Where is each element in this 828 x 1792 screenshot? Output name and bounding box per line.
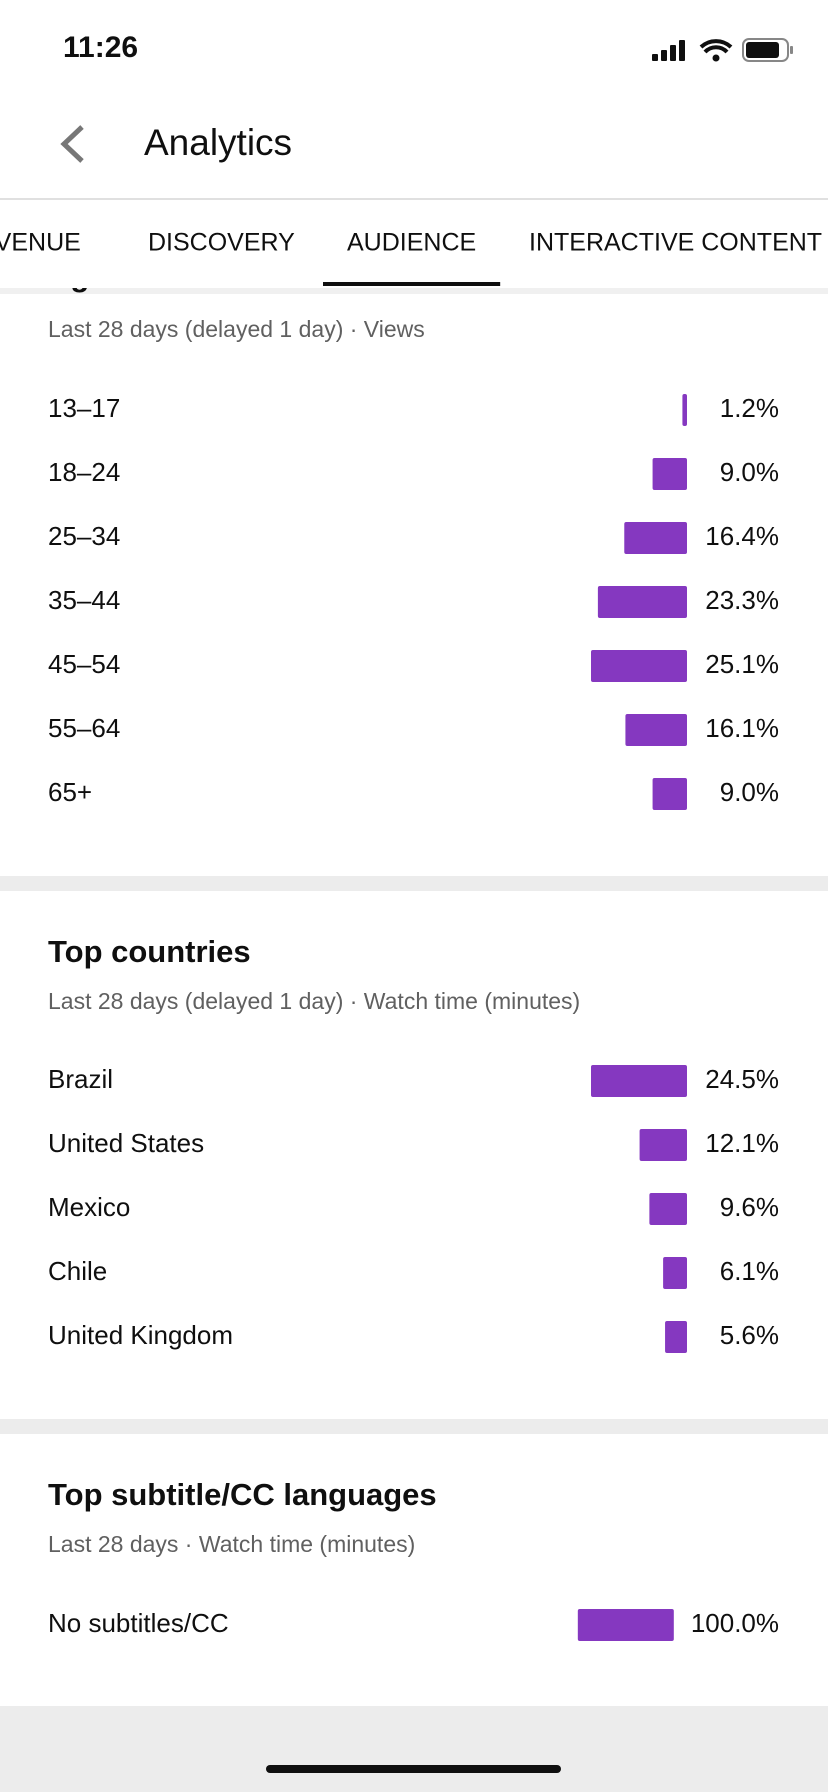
- signal-icon: [652, 40, 685, 61]
- section-subtitle: Last 28 days · Watch time (minutes): [48, 1531, 415, 1557]
- bar: [652, 458, 687, 490]
- status-time: 11:26: [63, 31, 138, 64]
- row-label: 25–34: [48, 521, 120, 551]
- row-value-label: 23.3%: [705, 585, 779, 615]
- tab[interactable]: DISCOVERY: [148, 229, 295, 257]
- bar: [665, 1321, 687, 1353]
- wifi-icon: [699, 39, 733, 54]
- section-separator: [0, 876, 828, 891]
- bar: [649, 1193, 687, 1225]
- tab-bar: EVENUE DISCOVERY AUDIENCE INTERACTIVE CONTE…: [0, 229, 822, 286]
- header-divider: [0, 198, 828, 200]
- back-button[interactable]: [60, 125, 84, 163]
- bar: [682, 394, 687, 426]
- section-title: Top countries: [48, 934, 251, 969]
- tab[interactable]: INTERACTIVE CONTENT: [529, 229, 822, 257]
- battery-cap: [790, 46, 793, 54]
- bottom-area: [0, 1706, 828, 1792]
- row-label: Chile: [48, 1256, 107, 1286]
- row-label: United States: [48, 1128, 204, 1158]
- row-label: 55–64: [48, 713, 120, 743]
- row-value-label: 6.1%: [720, 1256, 779, 1286]
- row-label: No subtitles/CC: [48, 1608, 229, 1638]
- bar: [591, 1065, 687, 1097]
- row-label: 65+: [48, 777, 92, 807]
- row-value-label: 12.1%: [705, 1128, 779, 1158]
- row-label: 13–17: [48, 393, 120, 423]
- battery-level: [746, 42, 779, 58]
- row-value-label: 1.2%: [720, 393, 779, 423]
- top-background: [0, 0, 828, 288]
- battery-outline: [742, 38, 789, 62]
- row-label: Mexico: [48, 1192, 130, 1222]
- row-value-label: 25.1%: [705, 649, 779, 679]
- tab[interactable]: EVENUE: [0, 229, 81, 257]
- content: AgeLast 28 days (delayed 1 day) · Views1…: [0, 258, 828, 1641]
- bar: [652, 778, 687, 810]
- section-subtitle: Last 28 days (delayed 1 day) · Watch tim…: [48, 988, 580, 1014]
- bar: [577, 1609, 674, 1641]
- row-value-label: 9.0%: [720, 457, 779, 487]
- bar: [663, 1257, 687, 1289]
- home-indicator: [266, 1765, 561, 1773]
- bar: [597, 586, 687, 618]
- tab-shadow: [0, 288, 828, 294]
- section-subtitle: Last 28 days (delayed 1 day) · Views: [48, 316, 425, 342]
- row-label: 45–54: [48, 649, 120, 679]
- row-value-label: 100.0%: [691, 1608, 779, 1638]
- row-label: United Kingdom: [48, 1320, 233, 1350]
- row-value-label: 5.6%: [720, 1320, 779, 1350]
- row-value-label: 24.5%: [705, 1064, 779, 1094]
- header-title: Analytics: [144, 122, 292, 163]
- bar: [625, 714, 687, 746]
- bar: [624, 522, 687, 554]
- row-label: 35–44: [48, 585, 120, 615]
- row-value-label: 16.4%: [705, 521, 779, 551]
- row-value-label: 16.1%: [705, 713, 779, 743]
- active-tab-indicator: [323, 282, 501, 286]
- wifi-dot: [712, 54, 720, 62]
- tab[interactable]: AUDIENCE: [347, 229, 476, 257]
- top-bar: 11:26 Analytics EVENUE DISCOVERY AUDIENCE I…: [0, 0, 828, 294]
- row-label: Brazil: [48, 1064, 113, 1094]
- bar: [591, 650, 687, 682]
- row-value-label: 9.6%: [720, 1192, 779, 1222]
- bar: [639, 1129, 687, 1161]
- section-title: Top subtitle/CC languages: [48, 1477, 437, 1512]
- section-separator: [0, 1419, 828, 1434]
- row-value-label: 9.0%: [720, 777, 779, 807]
- row-label: 18–24: [48, 457, 120, 487]
